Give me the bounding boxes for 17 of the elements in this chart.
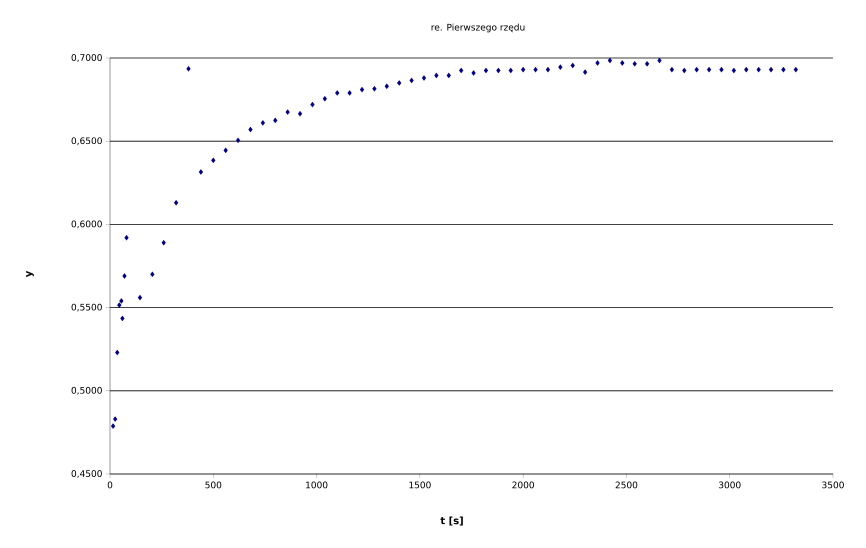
y-tick-label: 0,7000 xyxy=(72,54,102,62)
x-tick-label: 0 xyxy=(108,482,112,488)
y-tick-label: 0,4500 xyxy=(72,470,102,478)
chart-title: re. Pierwszego rzędu xyxy=(432,24,524,32)
y-axis-title: y xyxy=(26,270,34,278)
x-tick-label: 1000 xyxy=(306,482,328,488)
x-axis-title: t [s] xyxy=(440,516,463,526)
x-tick-label: 2500 xyxy=(616,482,638,488)
x-tick-label: 1500 xyxy=(409,482,431,488)
x-tick-label: 3000 xyxy=(718,482,741,488)
x-tick-label: 500 xyxy=(205,482,222,488)
y-tick-label: 0,6500 xyxy=(72,137,102,146)
x-tick-label: 2000 xyxy=(512,482,534,488)
y-tick-label: 0,5000 xyxy=(72,386,102,395)
y-tick-label: 0,6000 xyxy=(72,220,102,228)
y-tick-label: 0,5500 xyxy=(72,304,102,312)
x-tick-label: 3500 xyxy=(822,482,844,488)
